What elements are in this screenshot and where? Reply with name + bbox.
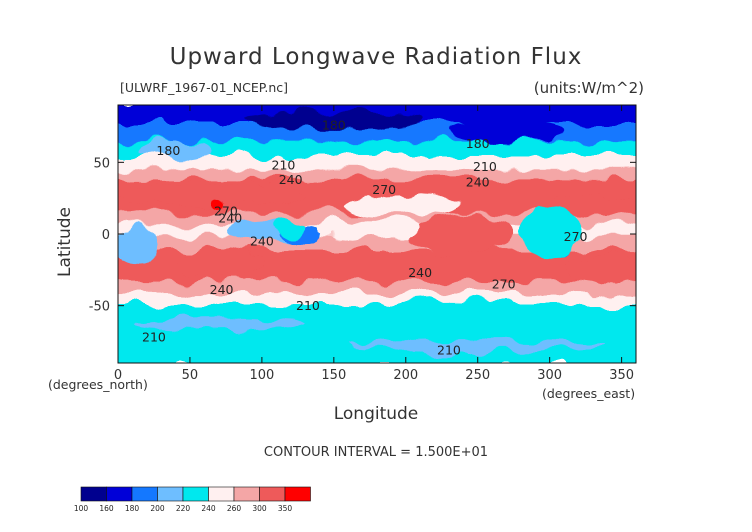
contour-label: 270 <box>214 203 238 218</box>
y-tick-label: 0 <box>102 228 110 243</box>
flux-region <box>227 219 297 243</box>
flux-region <box>319 218 421 239</box>
colorbar-level-label: 260 <box>227 504 242 513</box>
x-tick-label: 100 <box>249 368 274 383</box>
flux-region <box>247 110 421 128</box>
flux-bands <box>118 105 636 363</box>
flux-region <box>391 301 507 316</box>
colorbar-level-label: 300 <box>252 504 267 513</box>
chart-title: Upward Longwave Radiation Flux <box>169 44 583 70</box>
contour-interval-label: CONTOUR INTERVAL = 1.500E+01 <box>263 445 489 460</box>
colorbar-level-label: 100 <box>74 504 89 513</box>
x-tick-label: 250 <box>465 368 490 383</box>
colorbar-level-label: 180 <box>125 504 140 513</box>
contour-label: 180 <box>466 136 490 151</box>
colorbar-swatch <box>233 486 260 502</box>
flux-region <box>132 317 306 329</box>
contour-label: 270 <box>564 229 588 244</box>
contour-label: 240 <box>279 172 303 187</box>
x-tick-label: 300 <box>537 368 562 383</box>
contour-label: 180 <box>322 117 346 132</box>
contour-label: 180 <box>156 143 180 158</box>
colorbar-level-label: 220 <box>176 504 191 513</box>
file-name-label: [ULWRF_1967-01_NCEP.nc] <box>120 80 289 95</box>
x-tick-label: 50 <box>182 368 199 383</box>
colorbar-swatch <box>259 486 286 502</box>
x-tick-label: 200 <box>393 368 418 383</box>
flux-region <box>549 193 636 217</box>
flux-region <box>520 208 579 260</box>
colorbar-swatch <box>131 486 158 502</box>
flux-region <box>118 225 163 266</box>
colorbar-level-label: 350 <box>278 504 293 513</box>
x-tick-label: 150 <box>321 368 346 383</box>
flux-region <box>448 119 565 143</box>
flux-region <box>279 219 303 234</box>
plot-area <box>118 105 636 363</box>
y-axis-unit-label: (degrees_north) <box>48 377 148 392</box>
contour-label: 210 <box>272 158 296 173</box>
flux-region <box>412 213 514 255</box>
axis-ticks: 0 50 100 150 200 250 300 350 -50 0 50 <box>89 105 636 383</box>
colorbar: 100 160 180 200 220 240 260 300 350 <box>74 486 311 513</box>
colorbar-level-label: 240 <box>201 504 216 513</box>
x-axis-unit-label: (degrees_east) <box>542 386 636 401</box>
contour-label: 240 <box>218 211 242 226</box>
contour-label: 210 <box>473 159 497 174</box>
flux-region <box>564 255 636 285</box>
colorbar-swatch <box>284 486 311 502</box>
flux-region <box>215 196 228 209</box>
flux-band <box>118 304 636 363</box>
colorbar-swatch <box>208 486 235 502</box>
colorbar-swatch <box>80 486 107 502</box>
colorbar-swatch <box>106 486 133 502</box>
y-tick-label: 50 <box>93 156 110 171</box>
contour-label: 210 <box>437 342 461 357</box>
flux-region <box>141 140 211 161</box>
colorbar-level-label: 200 <box>150 504 165 513</box>
contour-label: 270 <box>492 276 516 291</box>
colorbar-level-label: 160 <box>99 504 114 513</box>
contour-label: 240 <box>250 233 274 248</box>
flux-region <box>348 340 608 352</box>
flux-region <box>175 248 262 277</box>
colorbar-swatch <box>182 486 209 502</box>
colorbar-swatch <box>157 486 184 502</box>
flux-region <box>118 182 306 206</box>
contour-label: 210 <box>296 298 320 313</box>
x-tick-label: 0 <box>114 368 122 383</box>
contour-label: 270 <box>372 182 396 197</box>
x-tick-label: 350 <box>609 368 634 383</box>
contour-label: 210 <box>142 330 166 345</box>
units-label: (units:W/m^2) <box>533 79 644 97</box>
x-axis-label: Longitude <box>333 404 419 424</box>
contour-label: 240 <box>210 282 234 297</box>
flux-field <box>118 105 636 363</box>
y-tick-label: -50 <box>89 300 110 315</box>
flux-region <box>348 195 464 216</box>
contour-label: 240 <box>466 175 490 190</box>
contour-label: 240 <box>408 265 432 280</box>
